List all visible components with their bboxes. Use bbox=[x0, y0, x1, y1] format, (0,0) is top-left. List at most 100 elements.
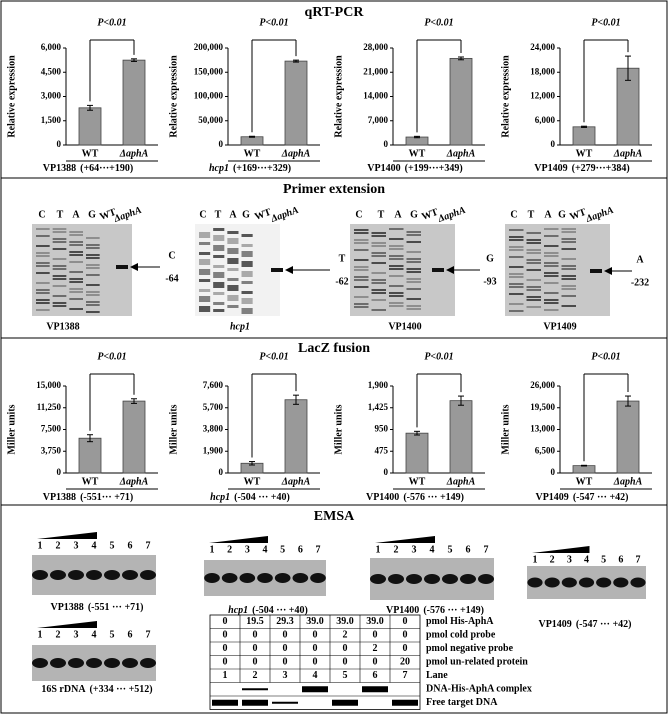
gel-band bbox=[69, 261, 83, 263]
table-cell: 0 bbox=[343, 657, 348, 668]
gel-caption: VP1400 bbox=[388, 321, 421, 332]
gel-band bbox=[69, 271, 83, 273]
gel-band bbox=[52, 228, 67, 230]
gel-band bbox=[199, 262, 211, 265]
gel-band bbox=[86, 267, 100, 269]
gel-band bbox=[241, 274, 253, 277]
gel-band bbox=[36, 235, 50, 237]
gel-band bbox=[561, 228, 576, 230]
gel-band bbox=[227, 248, 239, 251]
region: (-551··· +71) bbox=[80, 492, 133, 503]
gel-band bbox=[460, 574, 476, 584]
gel-band bbox=[544, 272, 559, 274]
y-tick-label: 21,000 bbox=[363, 66, 388, 76]
gel-band bbox=[241, 254, 253, 257]
table-cell: 0 bbox=[343, 643, 348, 654]
gel-band bbox=[36, 289, 50, 291]
error-bar bbox=[414, 135, 420, 139]
lane-number: 6 bbox=[128, 540, 133, 551]
gel-band bbox=[227, 241, 239, 244]
region: (-504 ··· +40) bbox=[252, 605, 308, 616]
lane-number: 6 bbox=[128, 629, 133, 640]
lane-label: ΔaphA bbox=[584, 205, 616, 226]
x-tick-label: WT bbox=[244, 148, 261, 159]
gene-name: VP1409 bbox=[538, 619, 571, 630]
gel-band bbox=[526, 242, 541, 244]
y-tick-label: 50,000 bbox=[198, 115, 223, 125]
y-tick-label: 6,000 bbox=[41, 42, 62, 52]
gel-band bbox=[68, 570, 84, 580]
lane-number: 7 bbox=[316, 544, 321, 555]
gel-caption: VP1409 bbox=[543, 321, 576, 332]
gel-band bbox=[509, 310, 524, 312]
gel-band bbox=[527, 577, 543, 588]
gel-band bbox=[36, 282, 50, 284]
x-axis-label: VP1409 (+279···+384) bbox=[534, 163, 629, 174]
x-tick-label: WT bbox=[409, 476, 426, 487]
gel-band bbox=[199, 232, 211, 235]
gel-band bbox=[227, 295, 239, 298]
arrow-head bbox=[446, 266, 454, 274]
row-label: pmol His-AphA bbox=[426, 616, 494, 627]
error-bar bbox=[87, 104, 93, 111]
gel-band bbox=[86, 247, 100, 249]
lane-label: C bbox=[199, 209, 206, 220]
gene-name: hcp1 bbox=[210, 492, 230, 503]
gel-band bbox=[370, 574, 386, 584]
y-tick-label: 150,000 bbox=[194, 66, 224, 76]
x-axis-label: VP1388 (+64···+190) bbox=[43, 163, 133, 174]
gel-band bbox=[52, 268, 67, 270]
gel-band bbox=[241, 291, 253, 294]
table-cell: 6 bbox=[373, 670, 378, 681]
lane-label: T bbox=[528, 209, 535, 220]
gel-band bbox=[36, 299, 50, 301]
gel-band bbox=[86, 284, 100, 286]
gel-band bbox=[199, 252, 211, 255]
lane-label: ΔaphA bbox=[436, 205, 468, 226]
x-tick-label: ΔaphA bbox=[446, 148, 476, 159]
region: (-576 ··· +149) bbox=[403, 492, 464, 503]
gel-band bbox=[32, 570, 48, 580]
table-cell: 39.0 bbox=[336, 616, 354, 627]
gel-band bbox=[389, 285, 404, 287]
gel-band bbox=[388, 574, 404, 584]
error-bar bbox=[625, 395, 631, 407]
y-tick-label: 4,500 bbox=[41, 66, 62, 76]
gel-band bbox=[52, 238, 67, 240]
error-bar bbox=[87, 434, 93, 443]
y-tick-label: 0 bbox=[57, 467, 62, 477]
x-axis-label: VP1400 (-576 ··· +149) bbox=[366, 492, 464, 503]
gel-band bbox=[371, 309, 386, 311]
significance-label: P<0.01 bbox=[259, 17, 288, 28]
error-bar bbox=[458, 395, 464, 406]
table-cell: 0 bbox=[223, 657, 228, 668]
gel-band bbox=[526, 269, 541, 271]
gel-band bbox=[86, 274, 100, 276]
y-tick-label: 0 bbox=[219, 467, 224, 477]
gel-band bbox=[561, 241, 576, 243]
gel-band bbox=[199, 309, 211, 312]
gel-band bbox=[561, 231, 576, 233]
gel-band bbox=[561, 265, 576, 267]
gel-band bbox=[241, 271, 253, 274]
gel-band bbox=[406, 271, 421, 273]
gel-band bbox=[561, 258, 576, 260]
gel-band bbox=[52, 265, 67, 267]
gradient-wedge bbox=[37, 621, 97, 628]
gel-band bbox=[86, 237, 100, 239]
gel-band bbox=[86, 311, 100, 313]
y-tick-label: 18,000 bbox=[530, 66, 555, 76]
gel-band bbox=[86, 658, 102, 668]
gel-band bbox=[69, 254, 83, 256]
lane-number: 2 bbox=[550, 554, 555, 565]
gel-band bbox=[227, 278, 239, 281]
gel-band bbox=[526, 306, 541, 308]
lane-label: G bbox=[88, 209, 96, 220]
y-tick-label: 26,000 bbox=[530, 380, 555, 390]
y-axis-label: Miller units bbox=[168, 404, 179, 454]
gel-band bbox=[354, 259, 369, 261]
gel-band bbox=[274, 573, 291, 583]
lane-number: 7 bbox=[484, 544, 489, 555]
gel-band bbox=[478, 574, 494, 584]
gel-caption: VP1409 (-547 ··· +42) bbox=[538, 619, 631, 630]
